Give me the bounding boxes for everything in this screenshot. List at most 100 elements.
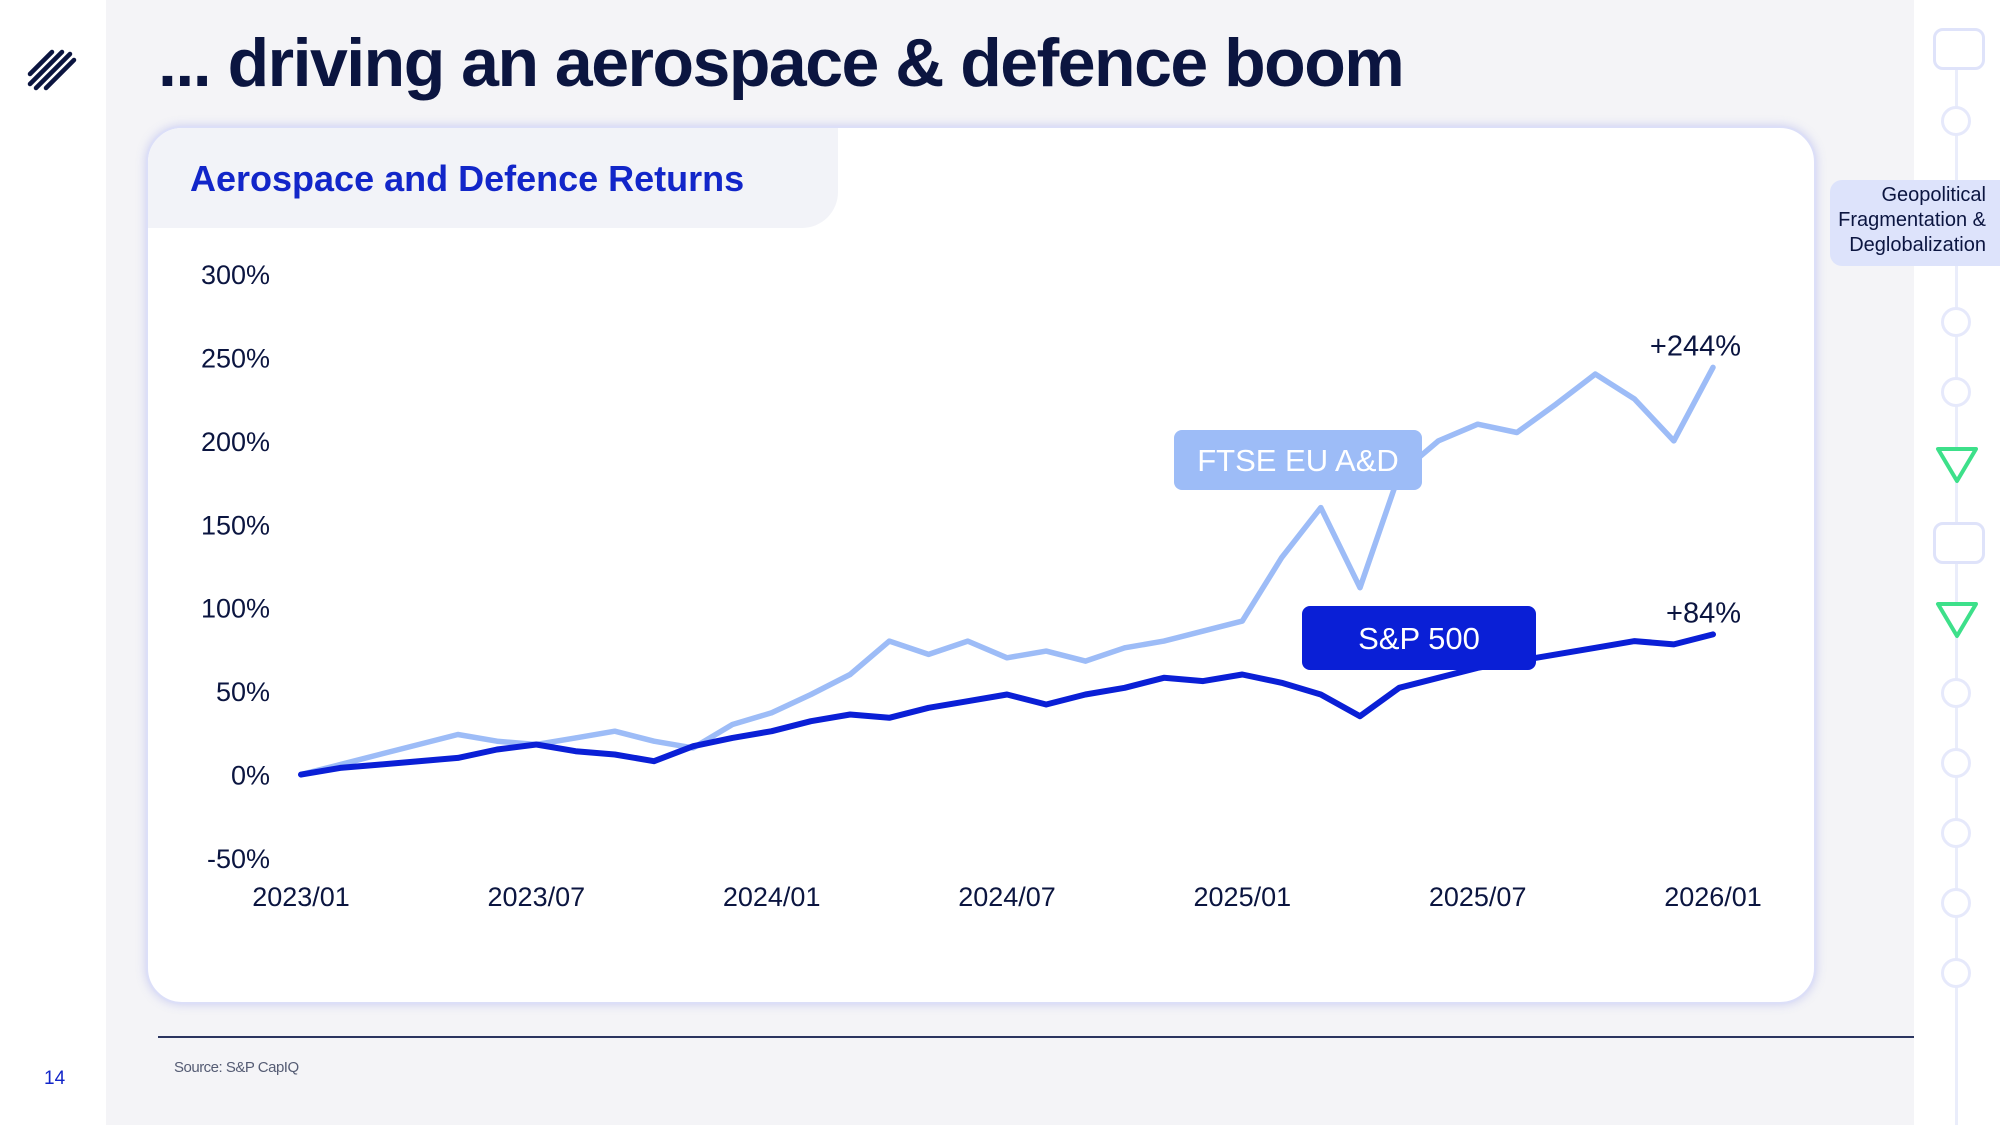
x-tick-label: 2024/07 xyxy=(958,882,1056,912)
page-title: ... driving an aerospace & defence boom xyxy=(158,25,1405,101)
sp500-data-point xyxy=(455,755,461,761)
card-header-tab: Aerospace and Defence Returns xyxy=(148,128,838,228)
y-tick-label: 200% xyxy=(201,427,270,457)
x-tick-label: 2026/01 xyxy=(1664,882,1762,912)
ftse-data-point xyxy=(1357,585,1363,591)
ftse-data-point xyxy=(1161,638,1167,644)
sp500-data-point xyxy=(1396,685,1402,691)
sp500-data-point xyxy=(926,705,932,711)
ftse-data-point xyxy=(416,742,422,747)
sp500-data-point xyxy=(298,772,304,778)
ftse-data-point xyxy=(1435,438,1441,444)
progress-node[interactable] xyxy=(1941,888,1971,918)
sp500-data-point xyxy=(337,765,343,771)
footer-divider xyxy=(158,1036,1914,1038)
ftse-data-point xyxy=(1004,655,1010,661)
stripes-logo-icon xyxy=(27,49,77,91)
progress-node[interactable] xyxy=(1941,818,1971,848)
x-tick-label: 2025/01 xyxy=(1194,882,1292,912)
y-tick-label: 150% xyxy=(201,510,270,540)
y-tick-label: 0% xyxy=(231,761,270,791)
y-tick-label: 250% xyxy=(201,343,270,373)
ftse-eu-ad-line xyxy=(298,364,1716,778)
y-tick-label: 300% xyxy=(201,260,270,290)
ftse-data-point xyxy=(612,728,618,734)
sp500-data-point xyxy=(376,762,382,768)
sp500-data-point xyxy=(612,752,618,757)
sp500-data-point xyxy=(416,758,422,764)
ftse-data-point xyxy=(1592,371,1598,377)
progress-node[interactable] xyxy=(1941,748,1971,778)
sp500-data-point xyxy=(1592,645,1598,651)
ftse-data-point xyxy=(1043,648,1049,654)
sp500-data-point xyxy=(494,747,500,752)
ftse-data-point xyxy=(729,722,735,727)
progress-node[interactable] xyxy=(1941,377,1971,407)
chart-title: Aerospace and Defence Returns xyxy=(190,158,745,199)
sp500-data-point xyxy=(533,742,539,747)
ftse-data-point xyxy=(376,752,382,757)
sp500-data-point xyxy=(1671,641,1677,647)
ftse-data-point xyxy=(1710,364,1716,370)
sp500-data-point xyxy=(1082,692,1088,697)
y-tick-label: -50% xyxy=(207,844,270,874)
progress-node[interactable] xyxy=(1941,678,1971,708)
sp500-data-point xyxy=(729,735,735,741)
sp500-data-point xyxy=(1279,680,1285,686)
x-tick-label: 2024/01 xyxy=(723,882,821,912)
returns-line-chart: 300% 250% 200% 150% 100% 50% 0% -50% 2023/01 2023… xyxy=(201,260,1762,912)
left-rail xyxy=(0,0,106,1125)
ftse-end-label: +244% xyxy=(1650,330,1741,362)
sp500-data-point xyxy=(1632,638,1638,644)
sp500-data-point xyxy=(1043,702,1049,707)
sp500-series-tag-box xyxy=(1302,606,1536,670)
x-tick-label: 2023/01 xyxy=(252,882,350,912)
progress-node-section[interactable] xyxy=(1933,28,1985,70)
ftse-series-tag-label: FTSE EU A&D xyxy=(1197,443,1399,478)
sp500-data-point xyxy=(1161,675,1167,681)
ftse-data-point xyxy=(573,735,579,741)
progress-line xyxy=(1955,62,1958,1125)
x-tick-label: 2023/07 xyxy=(488,882,586,912)
source-note: Source: S&P CapIQ xyxy=(174,1059,299,1076)
sp500-data-point xyxy=(690,743,696,749)
sp500-data-point xyxy=(847,712,853,717)
progress-node[interactable] xyxy=(1941,307,1971,337)
sp500-data-point xyxy=(651,758,657,764)
sp500-data-point xyxy=(1004,692,1010,697)
ftse-data-point xyxy=(1082,658,1088,664)
progress-node[interactable] xyxy=(1941,106,1971,136)
ftse-data-point xyxy=(1200,628,1206,634)
chart-card: Aerospace and Defence Returns 300% 250% 20… xyxy=(146,126,1816,1004)
ftse-data-point xyxy=(769,710,775,716)
sp500-data-point xyxy=(1239,672,1245,677)
ftse-data-point xyxy=(651,738,657,744)
sp500-data-point xyxy=(886,715,892,721)
progress-node[interactable] xyxy=(1941,958,1971,988)
sp500-end-label: +84% xyxy=(1666,597,1741,629)
sp500-data-point xyxy=(1318,692,1324,697)
x-tick-label: 2025/07 xyxy=(1429,882,1527,912)
ftse-data-point xyxy=(808,692,814,697)
current-marker-triangle-icon[interactable] xyxy=(1934,445,1980,485)
sp500-series-tag-label: S&P 500 xyxy=(1358,621,1480,656)
current-marker-triangle-icon[interactable] xyxy=(1934,600,1980,640)
ftse-data-point xyxy=(455,732,461,737)
ftse-data-point xyxy=(847,672,853,677)
ftse-data-point xyxy=(1632,396,1638,402)
section-tag[interactable]: Geopolitical Fragmentation & Deglobaliza… xyxy=(1830,180,2000,266)
ftse-data-point xyxy=(965,638,971,644)
ftse-data-point xyxy=(1514,430,1520,435)
ftse-data-point xyxy=(1671,438,1677,444)
ftse-data-point xyxy=(1318,505,1324,511)
sp500-data-point xyxy=(1357,713,1363,719)
ftse-data-point xyxy=(1239,618,1245,624)
sp500-data-point xyxy=(1122,685,1128,691)
ftse-data-point xyxy=(494,738,500,744)
sp500-data-point xyxy=(808,718,814,724)
ftse-series-tag-box xyxy=(1174,430,1422,490)
sp500-data-point xyxy=(1200,678,1206,684)
ftse-data-point xyxy=(886,638,892,644)
progress-node-section[interactable] xyxy=(1933,522,1985,564)
y-tick-label: 50% xyxy=(216,677,270,707)
